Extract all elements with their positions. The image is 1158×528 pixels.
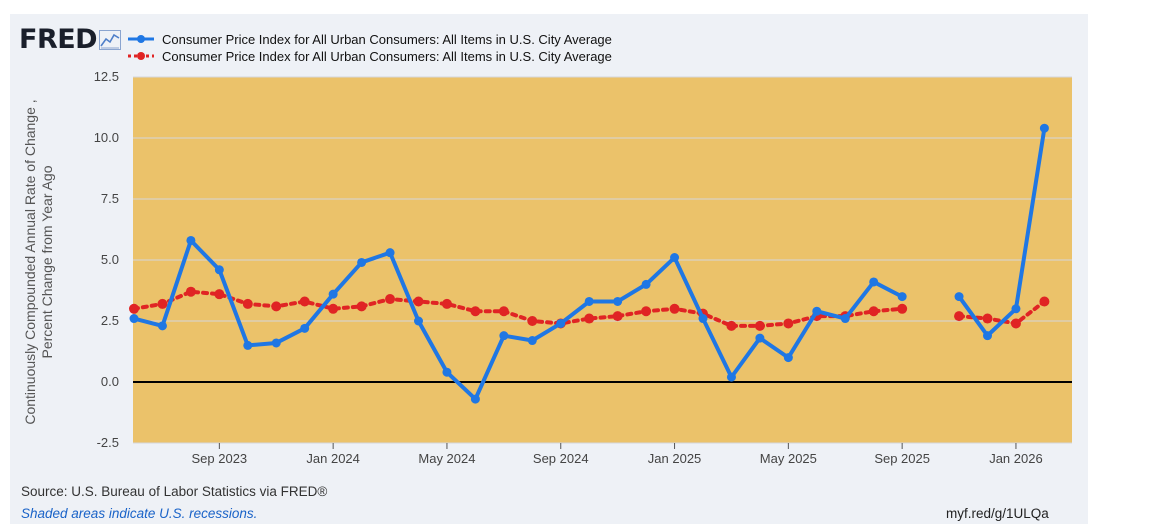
x-tick-label: May 2025	[760, 451, 817, 466]
data-point-blue[interactable]	[613, 296, 623, 306]
data-point-blue[interactable]	[812, 306, 822, 316]
y-tick-label: 10.0	[94, 130, 119, 145]
series-line-blue	[957, 126, 1047, 338]
x-tick-label: Jan 2024	[306, 451, 360, 466]
data-point-red[interactable]	[527, 316, 538, 326]
y-tick-label: 12.5	[94, 69, 119, 84]
x-tick-label: Sep 2025	[874, 451, 930, 466]
data-point-blue[interactable]	[983, 331, 992, 341]
y-tick-label: 7.5	[101, 191, 119, 206]
line-chart-icon	[99, 30, 121, 50]
data-point-blue[interactable]	[214, 265, 224, 275]
data-point-red[interactable]	[612, 311, 623, 322]
data-point-red[interactable]	[185, 286, 196, 297]
data-point-red[interactable]	[641, 306, 652, 317]
series-line-blue	[132, 238, 905, 402]
data-point-red[interactable]	[413, 296, 424, 307]
data-point-red[interactable]	[498, 306, 509, 317]
data-point-blue[interactable]	[783, 353, 793, 363]
data-point-red[interactable]	[754, 320, 765, 331]
legend-item-red[interactable]: Consumer Price Index for All Urban Consu…	[126, 48, 612, 64]
data-point-red[interactable]	[157, 298, 168, 309]
data-point-blue[interactable]	[670, 253, 680, 263]
data-point-blue[interactable]	[1039, 123, 1049, 133]
legend-label-blue: Consumer Price Index for All Urban Consu…	[162, 31, 612, 47]
data-point-red[interactable]	[356, 301, 367, 312]
data-point-blue[interactable]	[499, 331, 509, 341]
recession-note[interactable]: Shaded areas indicate U.S. recessions.	[21, 506, 258, 521]
x-tick-label: Jan 2025	[648, 451, 702, 466]
data-point-red[interactable]	[1010, 318, 1021, 329]
data-point-red[interactable]	[470, 306, 481, 317]
data-point-red[interactable]	[385, 294, 396, 305]
data-point-blue[interactable]	[357, 257, 367, 267]
data-point-blue[interactable]	[414, 316, 423, 326]
x-tick-label: Jan 2026	[989, 451, 1043, 466]
data-point-blue[interactable]	[385, 248, 395, 258]
data-point-blue[interactable]	[243, 340, 253, 350]
data-point-blue[interactable]	[1011, 304, 1021, 314]
data-point-red[interactable]	[982, 313, 993, 324]
data-point-red[interactable]	[783, 318, 794, 329]
data-point-blue[interactable]	[470, 394, 480, 404]
y-tick-label: 2.5	[101, 313, 119, 328]
data-point-red[interactable]	[897, 303, 908, 314]
legend-label-red: Consumer Price Index for All Urban Consu…	[162, 48, 612, 64]
x-tick-label: May 2024	[418, 451, 475, 466]
data-point-blue[interactable]	[840, 314, 850, 324]
fred-logo[interactable]: FRED	[19, 24, 98, 55]
data-point-red[interactable]	[271, 301, 282, 312]
data-point-blue[interactable]	[755, 333, 765, 343]
y-tick-label: -2.5	[97, 435, 119, 450]
data-point-blue[interactable]	[556, 318, 566, 328]
data-point-blue[interactable]	[186, 235, 196, 245]
data-point-blue[interactable]	[129, 314, 139, 324]
data-point-red[interactable]	[441, 298, 452, 309]
data-point-red[interactable]	[954, 311, 965, 322]
data-point-blue[interactable]	[300, 323, 310, 333]
data-point-red[interactable]	[328, 303, 339, 314]
data-point-red[interactable]	[129, 303, 139, 314]
data-point-red[interactable]	[726, 320, 737, 331]
source-note: Source: U.S. Bureau of Labor Statistics …	[21, 484, 328, 499]
data-point-blue[interactable]	[726, 372, 736, 382]
legend-swatch-red	[128, 52, 154, 60]
y-axis-label: Continuously Compounded Annual Rate of C…	[22, 99, 55, 425]
data-point-red[interactable]	[584, 313, 595, 324]
data-point-blue[interactable]	[157, 321, 167, 331]
data-point-blue[interactable]	[869, 277, 879, 287]
x-tick-label: Sep 2023	[192, 451, 248, 466]
x-tick-label: Sep 2024	[533, 451, 589, 466]
data-point-blue[interactable]	[897, 292, 907, 302]
data-point-blue[interactable]	[641, 279, 651, 289]
data-point-blue[interactable]	[954, 292, 964, 302]
data-point-blue[interactable]	[698, 314, 708, 324]
data-point-red[interactable]	[669, 303, 680, 314]
data-point-red[interactable]	[1039, 296, 1050, 307]
data-point-blue[interactable]	[442, 367, 452, 377]
y-tick-label: 5.0	[101, 252, 119, 267]
y-tick-label: 0.0	[101, 374, 119, 389]
data-point-blue[interactable]	[527, 336, 537, 346]
legend-swatch-blue	[128, 35, 154, 43]
data-point-red[interactable]	[299, 296, 310, 307]
data-point-red[interactable]	[242, 298, 253, 309]
data-point-red[interactable]	[868, 306, 879, 317]
right-margin	[1090, 14, 1158, 524]
legend-item-blue[interactable]: Consumer Price Index for All Urban Consu…	[126, 31, 612, 47]
data-point-red[interactable]	[214, 289, 225, 300]
data-point-blue[interactable]	[328, 289, 338, 299]
short-url[interactable]: myf.red/g/1ULQa	[946, 506, 1049, 521]
data-point-blue[interactable]	[271, 338, 281, 348]
data-point-blue[interactable]	[584, 296, 594, 306]
